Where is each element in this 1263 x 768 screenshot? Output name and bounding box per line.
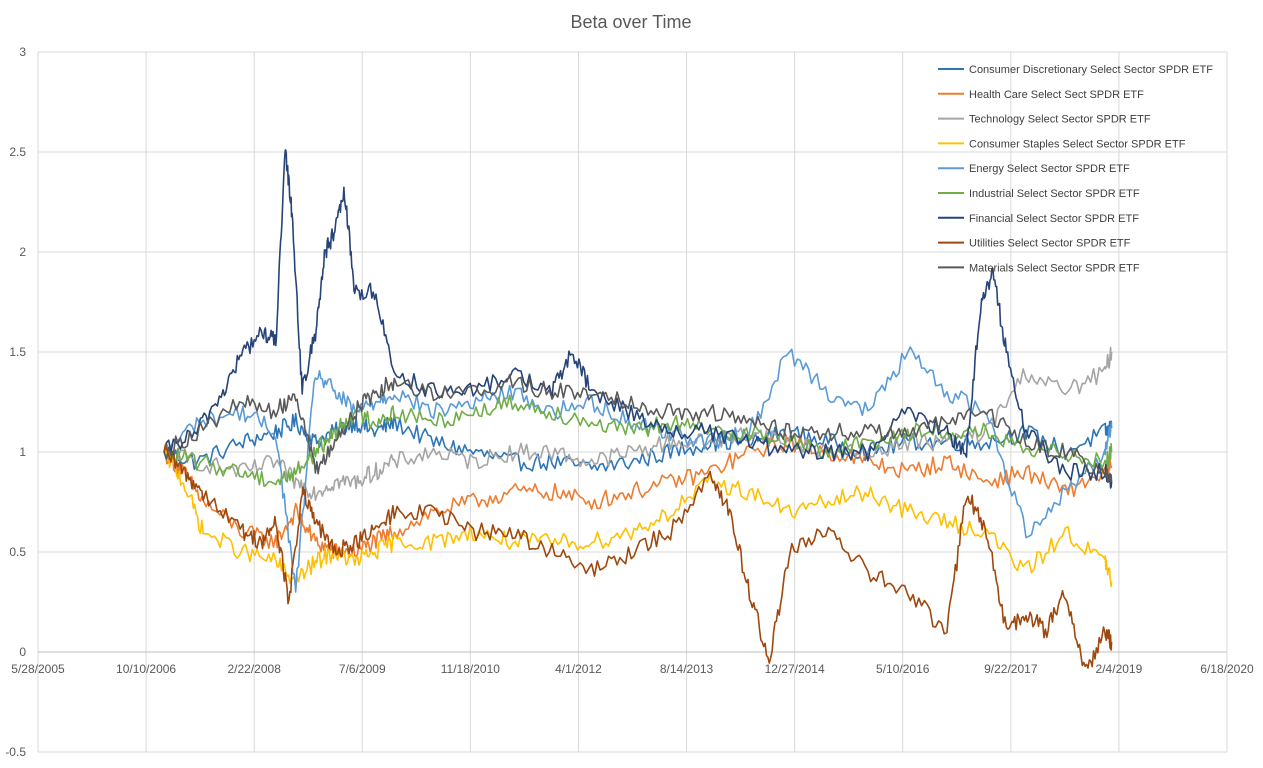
series-line (163, 447, 1113, 590)
legend-label: Technology Select Sector SPDR ETF (969, 114, 1151, 126)
y-tick-label: 0 (19, 645, 26, 659)
axis-tick-labels: -0.5 0 0.5 1 1.5 2 2.5 3 5/28/2005 10/10/2006 2/22… (5, 45, 1254, 759)
series-line (163, 443, 1113, 669)
y-tick-label: 1 (19, 445, 26, 459)
y-tick-label: 0.5 (9, 545, 26, 559)
chart-title: Beta over Time (570, 12, 691, 32)
x-tick-label: 6/18/2020 (1200, 662, 1254, 676)
series-line (163, 394, 1113, 488)
legend-label: Materials Select Sector SPDR ETF (969, 262, 1140, 274)
y-tick-label: 2 (19, 245, 26, 259)
y-tick-label: -0.5 (5, 745, 26, 759)
x-tick-label: 8/14/2013 (660, 662, 714, 676)
series-lines (163, 149, 1113, 669)
x-tick-label: 5/28/2005 (11, 662, 65, 676)
series-line (163, 373, 1113, 484)
gridlines (37, 51, 1228, 753)
x-tick-label: 9/22/2017 (984, 662, 1038, 676)
legend-label: Energy Select Sector SPDR ETF (969, 163, 1130, 175)
legend-label: Consumer Discretionary Select Sector SPD… (969, 64, 1213, 76)
x-tick-label: 2/22/2008 (227, 662, 281, 676)
x-tick-label: 5/10/2016 (876, 662, 930, 676)
x-tick-label: 10/10/2006 (116, 662, 176, 676)
y-tick-label: 1.5 (9, 345, 26, 359)
series-line (163, 435, 1113, 559)
legend-label: Utilities Select Sector SPDR ETF (969, 238, 1131, 250)
x-tick-label: 11/18/2010 (441, 662, 500, 676)
x-tick-label: 2/4/2019 (1096, 662, 1143, 676)
x-tick-label: 12/27/2014 (765, 662, 825, 676)
x-tick-label: 4/1/2012 (555, 662, 602, 676)
y-tick-label: 2.5 (9, 145, 26, 159)
legend-label: Financial Select Sector SPDR ETF (969, 213, 1139, 225)
x-tick-label: 7/6/2009 (339, 662, 386, 676)
legend-label: Industrial Select Sector SPDR ETF (969, 188, 1140, 200)
y-tick-label: 3 (19, 45, 26, 59)
legend-label: Consumer Staples Select Sector SPDR ETF (969, 138, 1186, 150)
legend: Consumer Discretionary Select Sector SPD… (938, 64, 1213, 274)
series-line (163, 346, 1113, 593)
legend-label: Health Care Select Sect SPDR ETF (969, 89, 1144, 101)
